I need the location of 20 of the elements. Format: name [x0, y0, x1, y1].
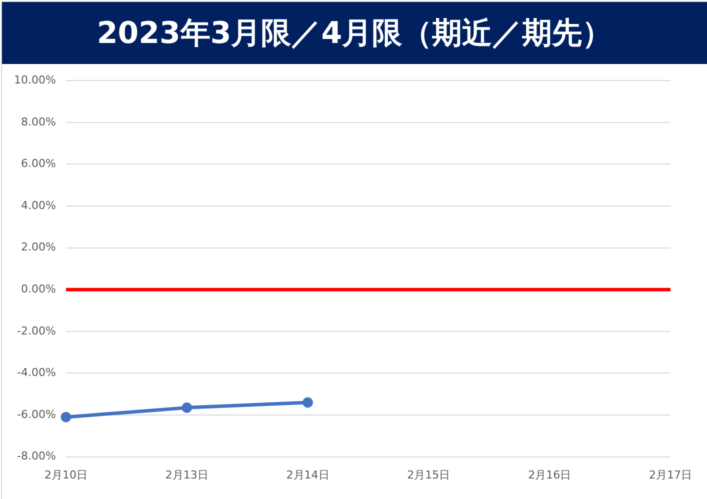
- y-tick-label: -8.00%: [17, 450, 56, 463]
- y-tick-label: 10.00%: [14, 73, 56, 86]
- chart-title: 2023年3月限／4月限（期近／期先）: [2, 2, 707, 64]
- y-tick-label: 8.00%: [20, 115, 56, 128]
- y-tick-label: -6.00%: [17, 408, 56, 421]
- y-tick-label: 2.00%: [20, 240, 56, 254]
- y-tick-label: -2.00%: [17, 324, 56, 338]
- x-tick-label: 2月14日: [286, 468, 330, 482]
- y-tick-label: 6.00%: [20, 157, 56, 170]
- point: [182, 402, 192, 413]
- x-tick-label: 2月17日: [649, 468, 692, 482]
- y-tick-label: -4.00%: [17, 366, 56, 380]
- y-tick-label: 4.00%: [20, 198, 56, 212]
- x-tick-label: 2月15日: [407, 468, 450, 482]
- x-tick-label: 2月13日: [165, 468, 208, 482]
- point: [302, 397, 314, 408]
- x-tick-label: 2月10日: [44, 468, 88, 482]
- x-tick-label: 2月16日: [528, 468, 572, 482]
- point: [60, 412, 72, 422]
- y-tick-label: 0.00%: [20, 282, 56, 296]
